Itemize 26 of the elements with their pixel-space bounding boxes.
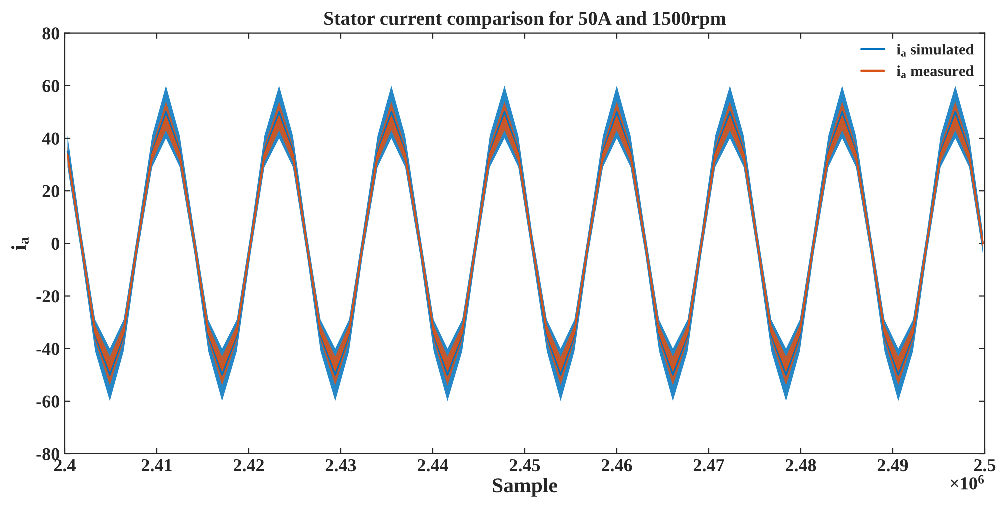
y-tick-label: -40 xyxy=(36,343,60,356)
x-tick-label: 2.49 xyxy=(878,459,908,472)
y-tick-label: -60 xyxy=(36,396,60,408)
x-axis-title: Sample xyxy=(493,478,558,497)
y-axis-title: i$_{a}$ xyxy=(11,238,29,250)
x-tick-label: 2.4 xyxy=(54,459,76,472)
x-tick-label: 2.46 xyxy=(602,459,632,472)
x-tick-label: 2.43 xyxy=(326,459,356,472)
y-tick-label: 0 xyxy=(52,238,60,250)
x-tick-label: 2.45 xyxy=(510,459,540,472)
text: ×10$^{6}$ xyxy=(950,475,984,490)
y-tick-label: 60 xyxy=(42,80,60,92)
x-tick-label: 2.47 xyxy=(694,459,724,472)
y-tick-label: 20 xyxy=(42,185,60,198)
x-tick-label: 2.41 xyxy=(142,459,172,472)
legend-label: i$_{a}$ measured xyxy=(897,66,974,78)
y-tick-label: 40 xyxy=(42,132,60,145)
y-tick-label: 80 xyxy=(42,28,60,40)
y-tick-label: -20 xyxy=(36,290,60,303)
legend-label: i$_{a}$ simulated xyxy=(897,44,974,57)
x-tick-label: 2.48 xyxy=(786,459,816,472)
x-tick-label: 2.5 xyxy=(974,459,996,472)
chart-title: Stator current comparison for 50A and 1500rpm xyxy=(324,11,726,30)
x-tick-label: 2.42 xyxy=(234,459,264,472)
y-tick-label: -80 xyxy=(36,448,60,460)
x-tick-label: 2.44 xyxy=(418,459,448,472)
